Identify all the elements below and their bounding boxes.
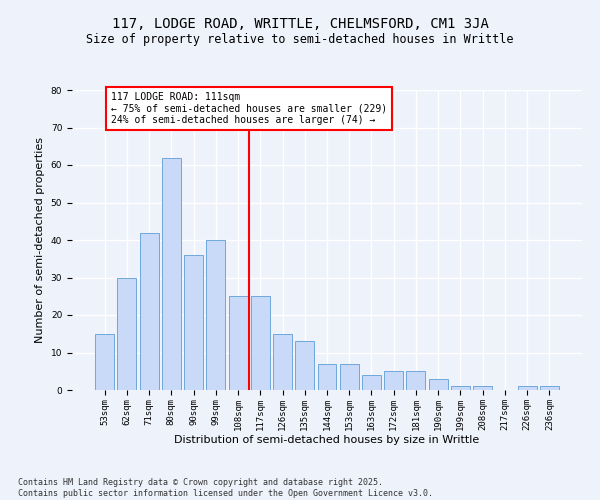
Bar: [162, 158, 181, 390]
Bar: [384, 371, 403, 390]
Text: 117, LODGE ROAD, WRITTLE, CHELMSFORD, CM1 3JA: 117, LODGE ROAD, WRITTLE, CHELMSFORD, CM…: [112, 18, 488, 32]
Y-axis label: Number of semi-detached properties: Number of semi-detached properties: [35, 137, 45, 343]
Bar: [251, 296, 270, 390]
Bar: [518, 386, 536, 390]
Bar: [429, 379, 448, 390]
Bar: [184, 255, 203, 390]
Text: Contains HM Land Registry data © Crown copyright and database right 2025.
Contai: Contains HM Land Registry data © Crown c…: [18, 478, 433, 498]
Bar: [540, 386, 559, 390]
Bar: [362, 375, 381, 390]
Bar: [473, 386, 492, 390]
X-axis label: Distribution of semi-detached houses by size in Writtle: Distribution of semi-detached houses by …: [175, 436, 479, 446]
Bar: [273, 334, 292, 390]
Bar: [317, 364, 337, 390]
Bar: [340, 364, 359, 390]
Bar: [229, 296, 248, 390]
Bar: [406, 371, 425, 390]
Bar: [118, 278, 136, 390]
Bar: [206, 240, 225, 390]
Bar: [140, 232, 158, 390]
Text: Size of property relative to semi-detached houses in Writtle: Size of property relative to semi-detach…: [86, 32, 514, 46]
Bar: [295, 341, 314, 390]
Bar: [95, 334, 114, 390]
Bar: [451, 386, 470, 390]
Text: 117 LODGE ROAD: 111sqm
← 75% of semi-detached houses are smaller (229)
24% of se: 117 LODGE ROAD: 111sqm ← 75% of semi-det…: [112, 92, 388, 125]
